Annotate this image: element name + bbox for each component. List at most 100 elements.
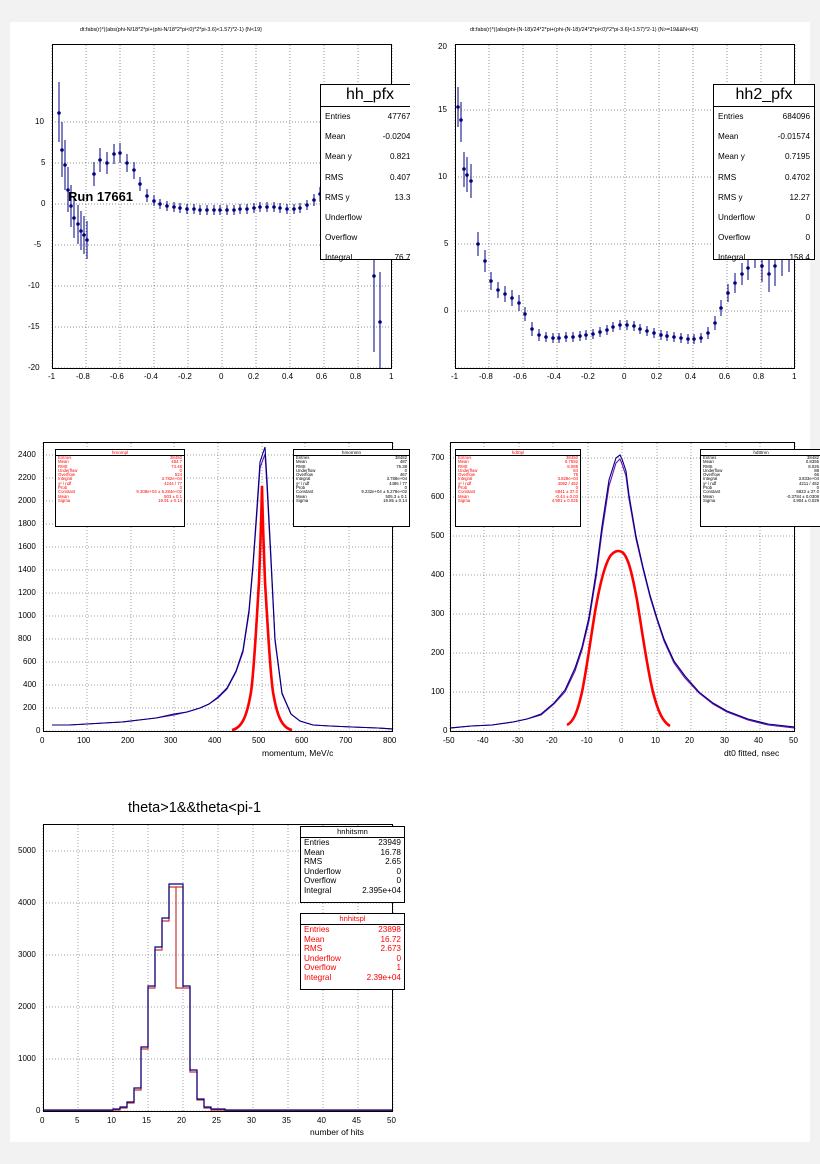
plot5-title: theta>1&&theta<pi-1 [128,800,262,816]
stats-label: Underflow [718,212,755,222]
stats-value: 38482 [807,455,819,460]
stats-row: Constant 6841 ± 37.0 [456,490,580,495]
stats-row: Constant 9.308e+04 ± 5.284e+02 [56,489,184,495]
stats-label: Prob [58,485,68,491]
stats-label: Mean y [325,152,352,162]
plot2-ytick: 20 [438,42,447,51]
stats-value: 0.7195 [784,152,810,162]
stats-value: 0 [404,467,407,473]
plot2-xtick: 0 [622,372,627,381]
stats-label: RMS [58,463,68,469]
plot2-xtick: -0.6 [513,372,527,381]
stats-value: 4244 / 77 [164,480,182,486]
plot2-ytick: 0 [444,306,449,315]
plot4-xtick: 50 [789,736,798,745]
plot1-xtick: 1 [389,372,394,381]
stats-label: Underflow [325,212,362,222]
stats-row: Prob 0 [456,485,580,491]
plot5-xtick: 50 [387,1116,396,1125]
stats-row: RMS 0.4078 [321,168,419,188]
stats-label: Mean [304,934,325,944]
stats-row: Sigma 19.91 ± 0.14 [56,497,184,503]
stats-label: Underflow [458,467,478,473]
plot5-xtick: 35 [282,1116,291,1125]
stats-value: 74.48 [171,463,182,469]
stats-row: Entries 23949 [301,838,404,848]
stats-label: Integral [304,972,332,982]
plot4-xtick: 20 [685,736,694,745]
stats-row: Mean 16.72 [301,935,404,945]
plot4-xtick: 40 [754,736,763,745]
stats-label: Integral [703,476,718,482]
plot1-ytick: -5 [34,240,42,249]
stats-value: 19.85 ± 0.14 [383,497,407,503]
plot5-ytick: 0 [36,1106,41,1115]
stats-label: Constant [58,489,76,495]
stats-label: RMS [325,172,344,182]
plot2-title: dt:fabs(r)*((abs(phi-(N-18)/24*2*pi+(phi… [470,27,699,33]
plot-hnhits: theta>1&&theta<pi-1 [10,782,405,1142]
stats-value: 0 [396,876,401,886]
stats-value: 19.91 ± 0.14 [158,497,182,503]
stats-value: 8.088 [567,463,578,469]
stats-label: Underflow [296,467,316,473]
stats-row: Mean -0.02045 [321,127,419,147]
plot2-xtick: -1 [451,372,459,381]
stats-row: Overflow 0 [714,228,814,248]
stats-value: -0.3784 ± 0.0309 [786,493,819,499]
stats-row: Overflow 79 [456,472,580,477]
stats-row: Mean -0.44 ± 0.03 [456,494,580,499]
stats-label: Mean [296,459,307,465]
stats-row: Entries 38482 [294,455,409,460]
plot5-ytick: 3000 [18,950,36,959]
plot2-xtick: 0.4 [685,372,697,381]
plot3-xtick: 300 [164,736,178,745]
stats-label: Entries [296,455,310,460]
stats-row: Constant 6823 ± 37.0 [701,489,820,495]
stats-row: Underflow 84 [456,467,580,473]
plot4-ytick: 300 [431,609,445,618]
stats-label: χ² / ndf [296,480,310,486]
stats-value: 4.901 ± 0.025 [551,497,578,503]
stats-row: Integral 3.788e+04 [294,477,409,482]
stats-label: Underflow [304,866,341,876]
plot5-graphics [42,825,394,1112]
stats-value: 9.232e+04 ± 5.278e+02 [361,489,407,495]
stats-label: RMS y [718,192,743,202]
plot3-ytick: 1400 [18,565,36,574]
stats-value: 0 [575,485,578,491]
stats-row: RMS 2.673 [301,944,404,954]
stats-label: Integral [58,476,73,482]
plot5-ytick: 5000 [18,846,36,855]
stats-row: χ² / ndf 4082 / 452 [456,481,580,486]
stats-title: hmommn [294,450,409,456]
stats-row: RMS y 12.27 [714,188,814,208]
stats-label: RMS [703,463,713,469]
stats-row: RMS 0.4702 [714,168,814,188]
stats-value: 1 [396,963,401,973]
stats-label: Entries [58,455,72,460]
plot3-ytick: 400 [23,680,37,689]
plot2-xtick: 0.6 [719,372,731,381]
plot3-ytick: 0 [36,726,41,735]
stats-value: 38450 [566,455,578,460]
plot3-ytick: 600 [23,657,37,666]
stats-row: Entries 38450 [456,455,580,460]
stats-value: 487 [399,459,407,465]
stats-label: Overflow [296,472,313,478]
stats-label: Sigma [703,497,716,503]
stats-label: Entries [304,838,330,847]
stats-value: 13.34 [394,192,416,202]
plot5-ytick: 4000 [18,898,36,907]
stats-row: Overflow 66 [701,472,820,477]
plot2-xtick: 1 [792,372,797,381]
stats-box-hmommn: hmommn Entries 38482 Mean 487 RMS 75.38 Und… [293,449,410,527]
stats-row: Underflow 0 [294,467,409,473]
plot4-xtick: -50 [443,736,455,745]
stats-value: -0.01574 [777,132,810,142]
stats-label: Mean [458,459,469,465]
stats-value: 0.8356 [805,459,819,465]
stats-value: 6823 ± 37.0 [796,489,819,495]
plot1-xtick: 0.8 [350,372,362,381]
plot1-title: dt:fabs(r)*((abs(phi-N/18*2*pi+(phi-N/18… [80,27,262,33]
